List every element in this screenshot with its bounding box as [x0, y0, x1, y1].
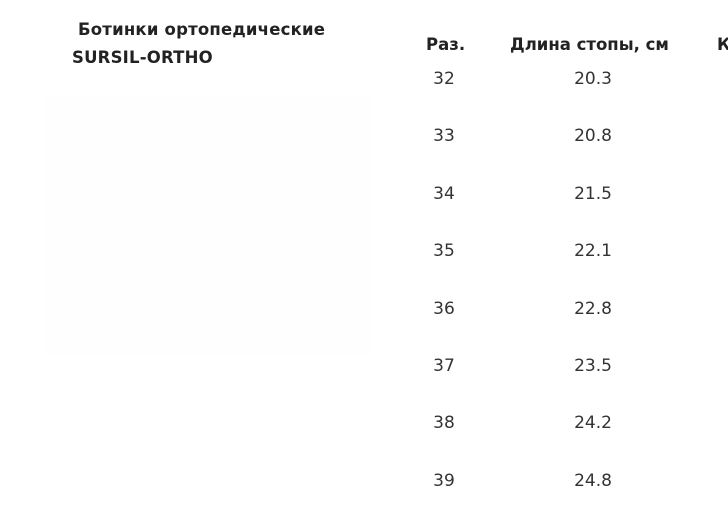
cell-foot-length: 24.8	[574, 470, 612, 491]
cell-size: 32	[433, 69, 455, 89]
cell-size: 36	[433, 298, 455, 319]
cell-size: 38	[433, 413, 455, 434]
product-image	[45, 95, 370, 355]
cell-size: 33	[433, 126, 455, 147]
cell-foot-length: 21.5	[574, 183, 612, 204]
product-title-line1: Ботинки ортопедические	[78, 20, 326, 39]
cell-foot-length: 20.8	[574, 126, 612, 147]
cell-foot-length: 20.3	[574, 69, 612, 89]
cell-foot-length: 24.2	[574, 413, 612, 434]
header-truncated: К	[717, 35, 728, 54]
cell-size: 35	[433, 241, 455, 262]
cell-foot-length: 22.1	[574, 241, 612, 262]
cell-size: 34	[433, 183, 455, 204]
cell-size: 39	[433, 470, 455, 491]
product-title-line2: SURSIL-ORTHO	[72, 48, 213, 67]
cell-foot-length: 23.5	[574, 356, 612, 376]
header-size: Раз.	[426, 35, 466, 54]
header-foot-length: Длина стопы, см	[510, 35, 669, 54]
product-title: Ботинки ортопедические SURSIL-ORTHO	[72, 16, 325, 72]
cell-foot-length: 22.8	[574, 298, 612, 319]
cell-size: 37	[433, 356, 455, 376]
